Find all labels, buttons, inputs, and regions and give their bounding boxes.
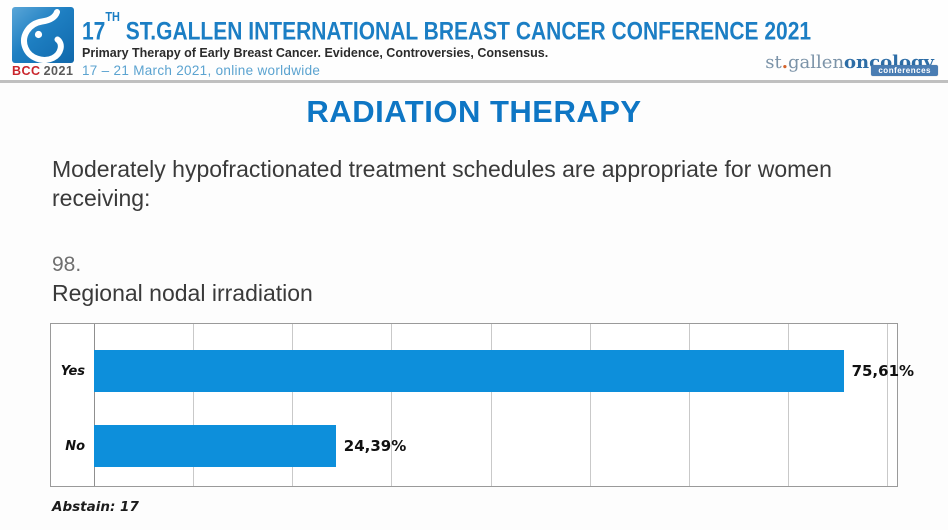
question-item: Regional nodal irradiation xyxy=(52,280,313,306)
category-label: Yes xyxy=(60,363,85,379)
stgallen-oncology-logo: st.gallenoncology conferences xyxy=(765,52,938,76)
bcc-logo-year: 2021 xyxy=(43,64,74,78)
conference-title-ordinal: TH xyxy=(105,9,120,24)
bcc-logo-text: BCC xyxy=(12,64,41,78)
chart-rows: Yes 75,61% No 24,39% xyxy=(51,324,914,486)
gridline xyxy=(292,324,294,486)
chart-gridlines xyxy=(94,324,897,486)
question-text: Moderately hypofractionated treatment sc… xyxy=(52,156,832,211)
bar-row-no: No 24,39% xyxy=(51,425,897,467)
conference-header: BCC 2021 17TH ST.GALLEN INTERNATIONAL BRE… xyxy=(0,0,948,83)
bar-no xyxy=(94,425,336,467)
abstain-note: Abstain: 17 xyxy=(52,499,139,515)
gridline xyxy=(787,324,789,486)
question-number: 98. xyxy=(52,253,82,276)
conference-subtitle: Primary Therapy of Early Breast Cancer. … xyxy=(82,46,549,61)
conference-title-number: 17 xyxy=(82,17,106,46)
brand-st: st xyxy=(765,52,782,73)
chart-axis-line xyxy=(94,324,95,486)
brand-dot: . xyxy=(781,52,789,73)
conference-title-text: ST.GALLEN INTERNATIONAL BREAST CANCER CO… xyxy=(119,17,812,46)
bar-yes xyxy=(94,350,844,392)
bar-track: 75,61% xyxy=(94,350,914,392)
bcc-logo: BCC 2021 xyxy=(12,7,78,78)
brand-gallen: gallen xyxy=(788,52,845,73)
bar-value-label: 24,39% xyxy=(343,437,407,455)
bar-track: 24,39% xyxy=(94,425,897,467)
conferences-badge: conferences xyxy=(871,65,938,76)
bcc-logo-caption: BCC 2021 xyxy=(12,64,78,78)
gridline xyxy=(589,324,591,486)
gridline xyxy=(193,324,195,486)
conference-dates: 17 – 21 March 2021, online worldwide xyxy=(82,63,321,79)
bar-value-label: 75,61% xyxy=(851,362,915,380)
bar-row-yes: Yes 75,61% xyxy=(51,350,914,392)
poll-results-chart: Yes 75,61% No 24,39% xyxy=(50,323,914,487)
bcc-drop-icon xyxy=(12,7,74,63)
section-title: RADIATION THERAPY xyxy=(306,94,642,129)
category-label: No xyxy=(65,438,85,454)
gridline xyxy=(688,324,690,486)
gridline xyxy=(490,324,492,486)
gridline xyxy=(887,324,889,486)
gridline xyxy=(391,324,393,486)
conference-title: 17TH ST.GALLEN INTERNATIONAL BREAST CANC… xyxy=(82,9,812,46)
header-text-block: 17TH ST.GALLEN INTERNATIONAL BREAST CANC… xyxy=(82,9,948,79)
